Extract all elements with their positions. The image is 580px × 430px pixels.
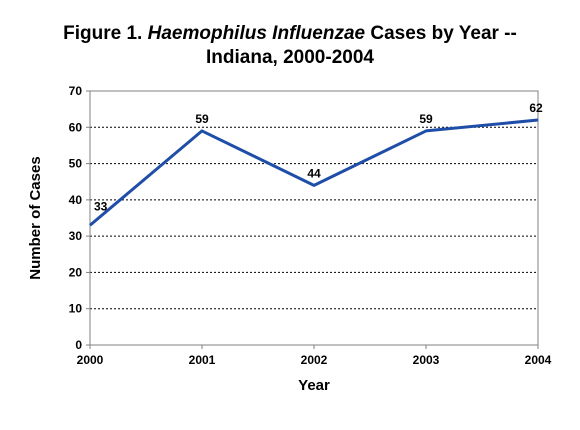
y-tick-label-0: 0: [75, 338, 82, 352]
y-tick-label-20: 20: [69, 265, 83, 279]
chart-title-line2: Indiana, 2000-2004: [206, 47, 374, 68]
data-labels: 33 59 44 59 62: [94, 101, 543, 213]
y-axis-ticks: 0 10 20 30 40 50 60 70: [69, 84, 90, 352]
y-tick-label-50: 50: [69, 157, 83, 171]
data-label-2001: 59: [195, 112, 209, 126]
grid-lines: [90, 126, 538, 310]
x-tick-label-2000: 2000: [77, 353, 104, 367]
x-tick-label-2004: 2004: [525, 353, 552, 367]
y-tick-label-10: 10: [69, 302, 83, 316]
x-axis-label: Year: [298, 377, 330, 394]
x-tick-label-2003: 2003: [413, 353, 440, 367]
chart-title: Figure 1. Haemophilus Influenzae Cases b…: [0, 22, 580, 70]
title-prefix: Figure 1.: [63, 23, 148, 44]
x-tick-label-2002: 2002: [301, 353, 328, 367]
plot-area: [89, 90, 539, 346]
y-tick-label-60: 60: [69, 120, 83, 134]
title-suffix: Cases by Year --: [365, 23, 517, 44]
y-tick-label-70: 70: [69, 84, 83, 98]
y-tick-label-40: 40: [69, 193, 83, 207]
series-line: [89, 118, 539, 227]
data-label-2004: 62: [529, 101, 543, 115]
data-label-2000: 33: [94, 199, 108, 213]
x-axis-ticks: 2000 2001 2002 2003 2004: [77, 345, 552, 367]
x-tick-label-2001: 2001: [189, 353, 216, 367]
title-italic: Haemophilus Influenzae: [147, 23, 366, 44]
data-label-2003: 59: [419, 112, 433, 126]
y-tick-label-30: 30: [69, 229, 83, 243]
data-label-2002: 44: [307, 166, 321, 180]
chart-title-line1: Figure 1. Haemophilus Influenzae Cases b…: [0, 22, 580, 46]
y-axis-label: Number of Cases: [27, 156, 44, 279]
